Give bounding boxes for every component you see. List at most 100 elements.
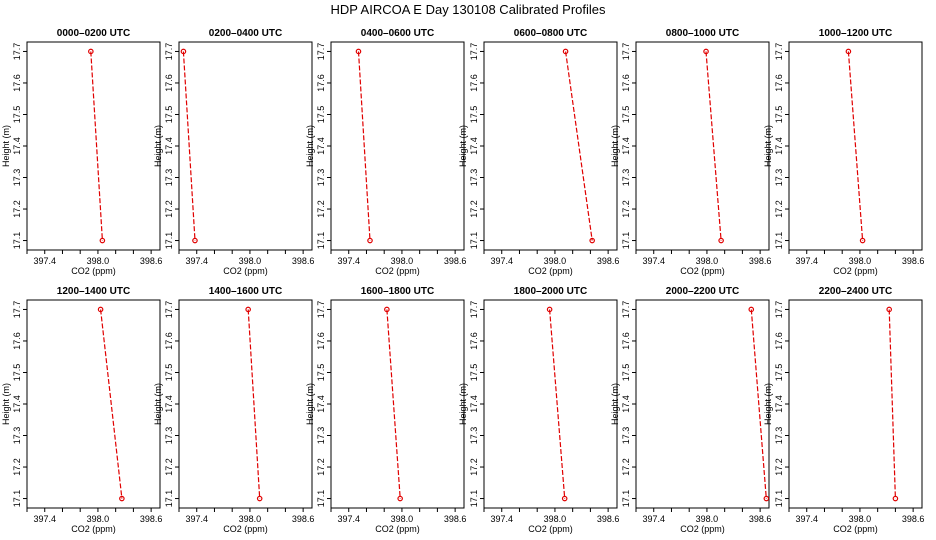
y-tick-label: 17.6 bbox=[621, 332, 631, 350]
panel-title: 0200–0400 UTC bbox=[209, 28, 282, 39]
profile-panel: 0200–0400 UTC 397.4 398.0 398.6 17.1 17.2 17.3… bbox=[153, 28, 314, 276]
y-tick-label: 17.2 bbox=[621, 200, 631, 218]
profile-line bbox=[847, 51, 864, 241]
profile-point bbox=[99, 237, 106, 244]
x-tick-label: 398.0 bbox=[239, 256, 262, 266]
x-tick-label: 397.4 bbox=[490, 256, 513, 266]
profile-point bbox=[384, 306, 390, 313]
profile-point bbox=[763, 495, 770, 502]
y-tick-label: 17.5 bbox=[316, 106, 326, 124]
x-axis-label: CO2 (ppm) bbox=[528, 524, 573, 534]
y-tick-label: 17.1 bbox=[164, 490, 174, 508]
y-axis-label: Height (m) bbox=[763, 383, 773, 425]
profile-panel: 0600–0800 UTC 397.4 398.0 398.6 17.1 17.2 17.3… bbox=[458, 28, 619, 276]
y-tick-label: 17.1 bbox=[316, 490, 326, 508]
x-tick-label: 398.6 bbox=[902, 514, 925, 524]
profile-point bbox=[256, 495, 263, 502]
y-axis-label: Height (m) bbox=[1, 383, 11, 425]
figure-title: HDP AIRCOA E Day 130108 Calibrated Profi… bbox=[330, 2, 606, 17]
y-tick-label: 17.3 bbox=[12, 169, 22, 187]
y-tick-label: 17.5 bbox=[164, 106, 174, 124]
y-tick-label: 17.4 bbox=[316, 395, 326, 413]
y-axis-label: Height (m) bbox=[153, 125, 163, 167]
y-axis-label: Height (m) bbox=[305, 125, 315, 167]
x-axis-label: CO2 (ppm) bbox=[833, 266, 878, 276]
x-tick-label: 398.6 bbox=[444, 256, 467, 266]
y-tick-label: 17.7 bbox=[316, 301, 326, 319]
y-tick-label: 17.2 bbox=[621, 458, 631, 476]
profile-line bbox=[565, 51, 593, 241]
y-tick-label: 17.3 bbox=[164, 427, 174, 445]
y-tick-label: 17.2 bbox=[774, 200, 784, 218]
y-tick-label: 17.3 bbox=[12, 427, 22, 445]
y-tick-label: 17.2 bbox=[469, 200, 479, 218]
profile-point bbox=[546, 306, 553, 313]
y-tick-label: 17.5 bbox=[621, 364, 631, 382]
y-tick-label: 17.1 bbox=[621, 490, 631, 508]
x-tick-label: 398.6 bbox=[749, 256, 772, 266]
x-axis-label: CO2 (ppm) bbox=[71, 524, 116, 534]
panel-title: 0800–1000 UTC bbox=[666, 28, 739, 39]
x-axis-label: CO2 (ppm) bbox=[223, 524, 268, 534]
profile-point bbox=[748, 306, 755, 313]
profile-panel: 0800–1000 UTC 397.4 398.0 398.6 17.1 17.2 17.3… bbox=[610, 28, 771, 276]
profile-panel: 2200–2400 UTC 397.4 398.0 398.6 17.1 17.2 17.3… bbox=[763, 286, 924, 534]
x-tick-label: 397.4 bbox=[185, 514, 208, 524]
y-tick-label: 17.1 bbox=[621, 232, 631, 250]
x-axis-label: CO2 (ppm) bbox=[528, 266, 573, 276]
profile-line bbox=[247, 309, 261, 499]
profile-panel: 1200–1400 UTC 397.4 398.0 398.6 17.1 17.2 17.3… bbox=[1, 286, 162, 534]
y-tick-label: 17.6 bbox=[469, 332, 479, 350]
y-tick-label: 17.2 bbox=[12, 200, 22, 218]
x-tick-label: 398.6 bbox=[140, 256, 163, 266]
x-tick-label: 398.0 bbox=[544, 256, 567, 266]
y-axis-label: Height (m) bbox=[1, 125, 11, 167]
x-axis-label: CO2 (ppm) bbox=[833, 524, 878, 534]
plot-frame bbox=[635, 299, 770, 509]
y-tick-label: 17.4 bbox=[469, 395, 479, 413]
x-tick-label: 397.4 bbox=[185, 256, 208, 266]
y-tick-label: 17.6 bbox=[164, 332, 174, 350]
panel-title: 0600–0800 UTC bbox=[514, 28, 587, 39]
x-tick-label: 398.0 bbox=[87, 256, 110, 266]
y-axis-label: Height (m) bbox=[610, 383, 620, 425]
x-tick-label: 397.4 bbox=[33, 256, 56, 266]
y-tick-label: 17.6 bbox=[316, 332, 326, 350]
x-tick-label: 397.4 bbox=[337, 514, 360, 524]
x-tick-label: 398.6 bbox=[597, 514, 620, 524]
y-tick-label: 17.2 bbox=[164, 458, 174, 476]
panel-title: 1600–1800 UTC bbox=[361, 286, 434, 297]
y-tick-label: 17.1 bbox=[12, 232, 22, 250]
plot-frame bbox=[635, 41, 770, 251]
plot-frame bbox=[178, 41, 313, 251]
plot-frame bbox=[483, 41, 618, 251]
y-tick-label: 17.2 bbox=[469, 458, 479, 476]
profile-line bbox=[549, 309, 566, 499]
y-axis-label: Height (m) bbox=[610, 125, 620, 167]
profile-point bbox=[180, 48, 187, 55]
profile-point bbox=[119, 495, 125, 502]
y-tick-label: 17.7 bbox=[12, 301, 22, 319]
x-axis-label: CO2 (ppm) bbox=[71, 266, 116, 276]
profile-panel: 2000–2200 UTC 397.4 398.0 398.6 17.1 17.2 17.3… bbox=[610, 286, 771, 534]
plot-frame bbox=[26, 41, 161, 251]
x-tick-label: 398.6 bbox=[597, 256, 620, 266]
profile-point bbox=[97, 306, 104, 313]
profile-line bbox=[182, 51, 196, 241]
x-tick-label: 397.4 bbox=[337, 256, 360, 266]
y-axis-label: Height (m) bbox=[458, 125, 468, 167]
profile-point bbox=[397, 495, 403, 502]
y-tick-label: 17.3 bbox=[164, 169, 174, 187]
x-tick-label: 397.4 bbox=[642, 514, 665, 524]
y-axis-label: Height (m) bbox=[153, 383, 163, 425]
profile-line bbox=[90, 51, 103, 241]
x-tick-label: 398.0 bbox=[391, 514, 414, 524]
profile-panel: 1600–1800 UTC 397.4 398.0 398.6 17.1 17.2 17.3… bbox=[305, 286, 466, 534]
x-tick-label: 398.0 bbox=[849, 256, 872, 266]
y-tick-label: 17.6 bbox=[164, 74, 174, 92]
profile-line bbox=[888, 309, 896, 499]
profile-line bbox=[386, 309, 401, 499]
y-tick-label: 17.6 bbox=[621, 74, 631, 92]
profile-point bbox=[561, 495, 568, 502]
y-tick-label: 17.4 bbox=[621, 137, 631, 155]
